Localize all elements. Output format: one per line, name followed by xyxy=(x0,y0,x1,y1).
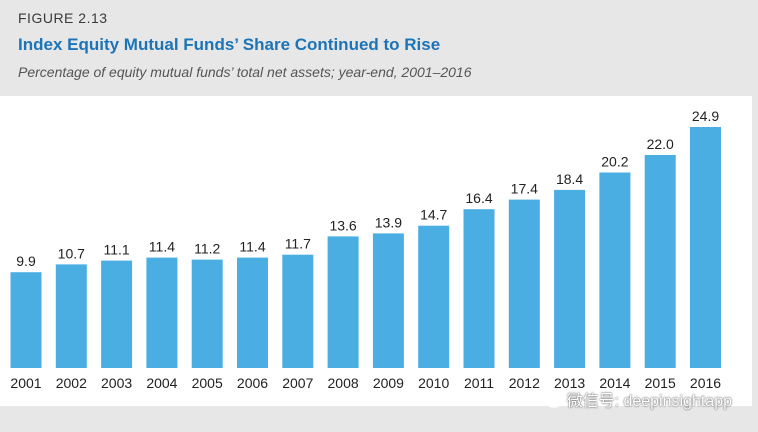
bar-2016 xyxy=(690,127,721,368)
x-tick-2002: 2002 xyxy=(56,375,87,391)
data-label-2005: 11.2 xyxy=(194,241,220,257)
x-tick-2006: 2006 xyxy=(237,375,268,391)
data-label-2009: 13.9 xyxy=(375,214,402,230)
footer-band xyxy=(0,406,758,432)
x-tick-2011: 2011 xyxy=(464,375,494,391)
bar-2014 xyxy=(599,172,631,368)
chart-subtitle: Percentage of equity mutual funds’ total… xyxy=(18,64,472,80)
bar-2010 xyxy=(418,225,450,368)
data-label-2010: 14.7 xyxy=(420,207,447,223)
x-tick-2016: 2016 xyxy=(690,375,721,391)
data-label-2001: 9.9 xyxy=(16,253,36,269)
bar-2005 xyxy=(191,259,223,368)
data-label-2002: 10.7 xyxy=(58,245,85,261)
bar-2002 xyxy=(55,264,87,368)
x-tick-2004: 2004 xyxy=(146,375,177,391)
bar-2011 xyxy=(463,209,495,368)
bar-2012 xyxy=(508,199,540,368)
bar-2006 xyxy=(237,257,268,368)
bar-2013 xyxy=(554,189,586,368)
x-tick-2010: 2010 xyxy=(418,375,449,391)
x-tick-2014: 2014 xyxy=(599,375,630,391)
x-tick-2005: 2005 xyxy=(192,375,223,391)
bar-2015 xyxy=(644,155,676,368)
bar-2003 xyxy=(101,260,133,368)
data-label-2004: 11.4 xyxy=(149,239,175,255)
data-label-2006: 11.4 xyxy=(239,239,265,255)
x-tick-2008: 2008 xyxy=(328,375,359,391)
bar-2008 xyxy=(327,236,359,368)
data-label-2014: 20.2 xyxy=(601,154,628,170)
bar-2004 xyxy=(146,257,178,368)
data-label-2016: 24.9 xyxy=(692,108,719,124)
bar-2009 xyxy=(372,233,404,368)
data-label-2015: 22.0 xyxy=(647,136,674,152)
chart-panel: 9.9 2001 10.7 2002 11.1 2003 11.4 2004 11.2 2005 1… xyxy=(0,96,752,406)
x-tick-2015: 2015 xyxy=(645,375,676,391)
watermark: 微信号: deepinsightapp xyxy=(536,387,732,411)
x-tick-2007: 2007 xyxy=(282,375,313,391)
data-label-2008: 13.6 xyxy=(329,217,356,233)
data-label-2012: 17.4 xyxy=(511,181,538,197)
figure-header: FIGURE 2.13 Index Equity Mutual Funds’ S… xyxy=(0,0,758,96)
data-label-2011: 16.4 xyxy=(465,190,492,206)
x-tick-2012: 2012 xyxy=(509,375,540,391)
watermark-text: 微信号: deepinsightapp xyxy=(566,393,732,410)
x-tick-2013: 2013 xyxy=(554,375,585,391)
bar-2007 xyxy=(282,254,314,368)
bar-chart: 9.9 2001 10.7 2002 11.1 2003 11.4 2004 11.2 2005 1… xyxy=(10,108,721,391)
bar-2001 xyxy=(10,272,42,368)
data-label-2013: 18.4 xyxy=(556,171,583,187)
figure-label: FIGURE 2.13 xyxy=(18,10,108,26)
x-tick-2001: 2001 xyxy=(10,375,41,391)
x-tick-2009: 2009 xyxy=(373,375,404,391)
chart-title: Index Equity Mutual Funds’ Share Continu… xyxy=(18,35,441,54)
wechat-icon xyxy=(536,389,562,408)
data-label-2007: 11.7 xyxy=(285,236,311,252)
data-label-2003: 11.1 xyxy=(103,242,129,258)
x-tick-2003: 2003 xyxy=(101,375,132,391)
